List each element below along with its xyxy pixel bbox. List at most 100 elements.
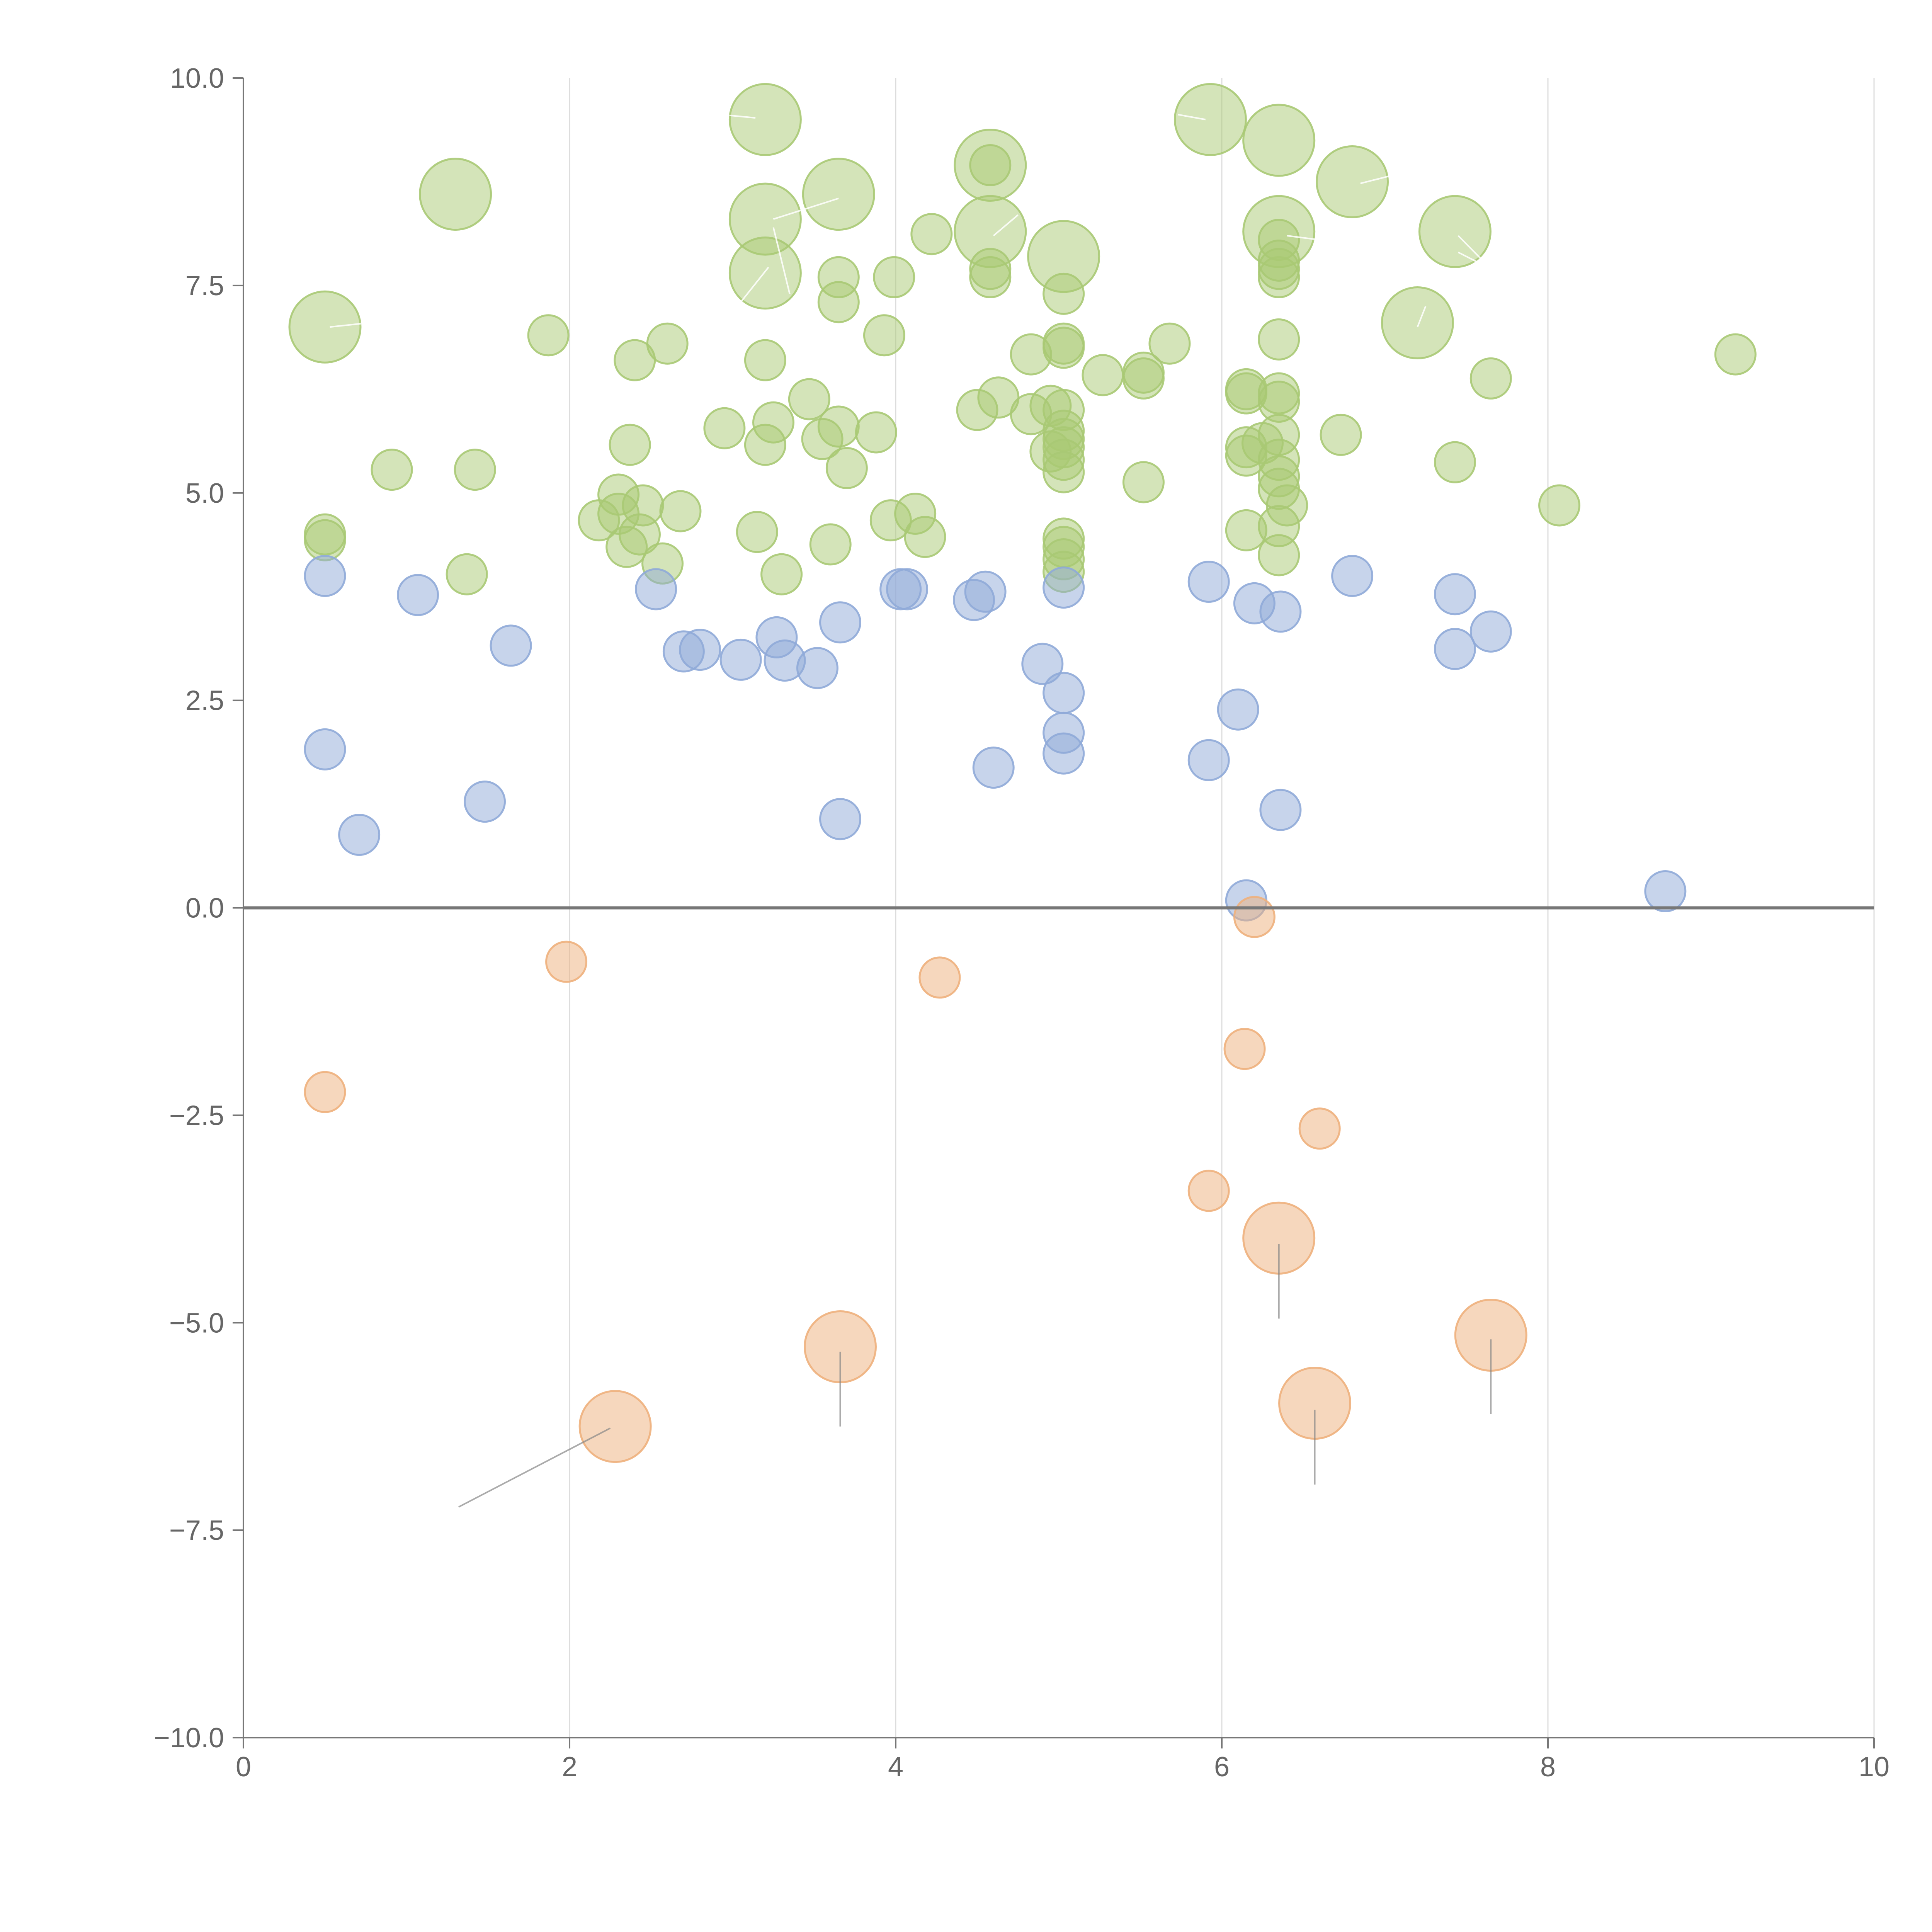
y-tick-label-3: −2.5 (169, 1100, 224, 1131)
label-leader-line-16 (1417, 306, 1427, 327)
green-bubble-76 (1122, 461, 1165, 503)
green-bubble-26 (817, 281, 860, 323)
green-bubble-98 (1258, 534, 1300, 577)
blue-bubble-35 (464, 781, 506, 823)
orange-bubble-6 (1187, 1170, 1230, 1212)
blue-bubble-0 (304, 555, 346, 597)
green-bubble-46 (788, 378, 830, 420)
green-bubble-14 (288, 290, 362, 364)
label-leader-line-9 (773, 197, 839, 220)
blue-bubble-17 (1043, 672, 1085, 714)
green-bubble-95 (809, 523, 852, 566)
y-tick-label-0: −10.0 (154, 1723, 224, 1753)
green-bubble-37 (744, 339, 786, 381)
green-bubble-27 (527, 314, 570, 357)
label-leader-line-11 (772, 227, 791, 294)
label-leader-line-6 (729, 114, 756, 119)
green-bubble-40 (1122, 357, 1165, 400)
label-leader-line-7 (1177, 114, 1206, 121)
green-bubble-7 (1316, 145, 1389, 218)
blue-bubble-12 (886, 568, 929, 611)
green-bubble-91 (304, 519, 346, 561)
green-bubble-62 (609, 423, 651, 466)
green-bubble-83 (578, 499, 620, 542)
blue-bubble-2 (490, 624, 532, 667)
label-line-layer (330, 114, 1492, 1508)
green-bubble-24 (1258, 239, 1300, 282)
blue-bubble-34 (338, 814, 381, 856)
label-leader-line-13 (1287, 235, 1320, 241)
green-bubble-61 (801, 418, 844, 460)
x-tick-label-1: 2 (562, 1752, 577, 1782)
green-bubble-35 (1010, 333, 1052, 376)
blue-bubble-20 (972, 747, 1015, 789)
x-tick-label-3: 6 (1214, 1752, 1230, 1782)
label-leader-line-10 (740, 267, 769, 303)
orange-bubble-5 (1298, 1107, 1341, 1150)
blue-bubble-26 (1434, 628, 1476, 670)
label-leader-line-4 (458, 1427, 611, 1508)
blue-bubble-5 (679, 629, 721, 671)
x-tick-label-2: 4 (888, 1752, 903, 1782)
blue-bubble-30 (1259, 789, 1302, 831)
green-bubble-88 (736, 511, 778, 553)
green-bubble-71 (825, 447, 868, 489)
blue-bubble-9 (796, 647, 838, 689)
blue-bubble-10 (819, 601, 862, 644)
green-bubble-2 (1242, 104, 1316, 177)
green-bubble-55 (855, 411, 897, 454)
orange-bubble-2 (1233, 896, 1276, 938)
green-bubble-81 (1538, 484, 1581, 527)
blue-bubble-29 (1187, 739, 1230, 781)
green-bubble-38 (1082, 354, 1124, 396)
green-bubble-102 (446, 553, 488, 595)
green-bubble-19 (873, 256, 915, 298)
green-bubble-11 (1418, 195, 1492, 268)
blue-bubble-14 (964, 570, 1007, 613)
green-bubble-0 (728, 83, 802, 156)
x-tick-label-0: 0 (236, 1752, 251, 1782)
blue-bubble-32 (1644, 870, 1687, 913)
tick-layer: 0 2 4 6 8 10 −10.0 −7.5 −5.0 −2.5 0.0 2.5 5.0 7.5 10.0 (154, 63, 1889, 1782)
orange-bubble-11 (578, 1390, 652, 1463)
green-bubble-89 (1225, 509, 1267, 551)
blue-bubble-23 (1259, 590, 1302, 633)
blue-bubble-19 (1043, 732, 1085, 775)
blue-bubble-3 (635, 568, 677, 611)
green-bubble-70 (1434, 441, 1476, 483)
blue-bubble-15 (1043, 566, 1085, 609)
blue-bubble-27 (1469, 610, 1512, 653)
green-bubble-15 (1381, 286, 1454, 360)
y-tick-label-4: 0.0 (185, 893, 224, 924)
green-bubble-73 (371, 449, 413, 491)
green-bubble-13 (728, 236, 802, 310)
green-bubble-93 (904, 516, 946, 558)
y-tick-label-8: 10.0 (170, 63, 224, 94)
green-bubble-103 (760, 553, 803, 595)
green-bubble-48 (956, 389, 998, 431)
green-bubble-1 (1173, 83, 1247, 156)
orange-bubble-4 (304, 1071, 346, 1113)
green-bubble-84 (659, 490, 702, 532)
green-bubble-6 (969, 144, 1012, 186)
green-bubble-3 (419, 158, 492, 231)
label-leader-line-8 (1360, 174, 1393, 184)
bubble-layer (288, 83, 1757, 1463)
green-bubble-16 (910, 213, 953, 255)
blue-bubble-25 (1434, 573, 1476, 616)
green-bubble-57 (1320, 413, 1362, 456)
label-leader-line-15 (1458, 252, 1483, 265)
label-leader-line-14 (1458, 235, 1483, 261)
green-bubble-72 (1043, 451, 1085, 493)
green-bubble-34 (1714, 333, 1757, 376)
green-bubble-4 (802, 158, 875, 231)
x-tick-label-4: 8 (1540, 1752, 1556, 1782)
blue-bubble-6 (719, 638, 762, 681)
blue-bubble-33 (304, 728, 346, 770)
y-tick-label-1: −7.5 (169, 1515, 224, 1546)
orange-bubble-3 (1223, 1028, 1266, 1070)
green-bubble-74 (454, 449, 496, 491)
label-leader-line-12 (993, 214, 1019, 236)
blue-bubble-28 (1217, 688, 1259, 731)
